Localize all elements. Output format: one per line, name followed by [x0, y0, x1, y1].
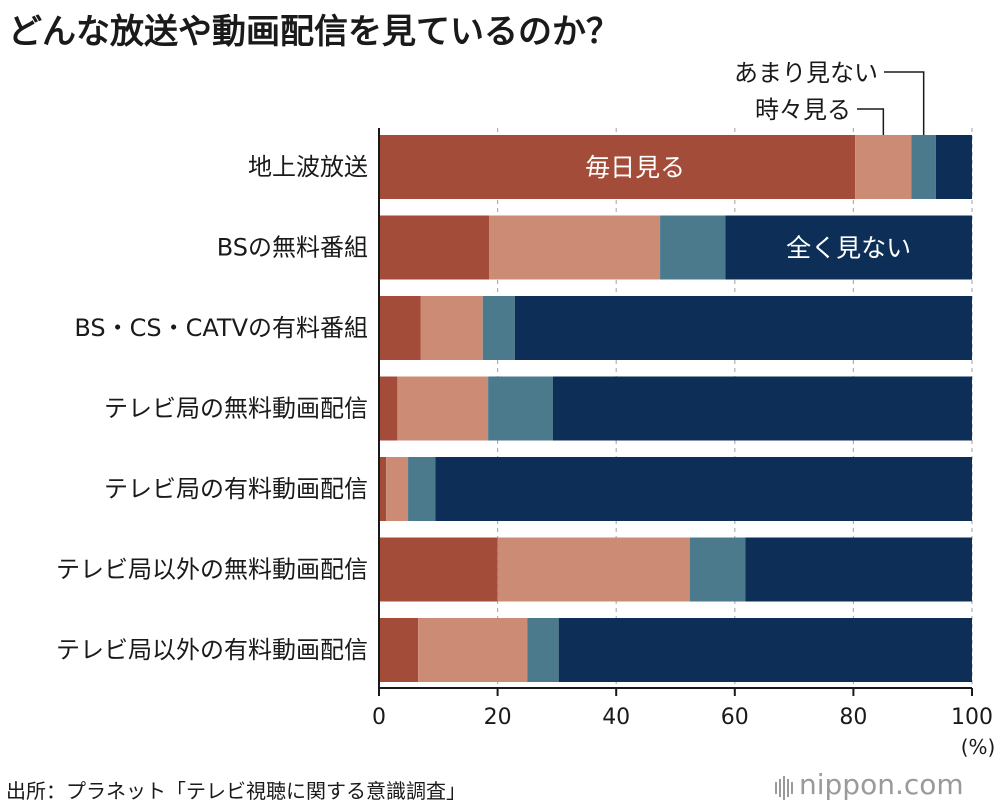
callout-label-rarely: あまり見ない	[734, 59, 878, 87]
callout-line-sometimes	[857, 108, 885, 135]
bar-segment	[489, 215, 661, 280]
inline-label-never: 全く見ない	[786, 234, 911, 263]
category-label: BS・CS・CATVの有料番組	[74, 314, 368, 342]
x-tick-label: 40	[602, 705, 630, 730]
bar-segment	[379, 135, 856, 199]
x-tick-label: 0	[372, 705, 386, 730]
bar-segment	[935, 135, 972, 199]
stacked-bar-chart: 地上波放送BSの無料番組BS・CS・CATVの有料番組テレビ局の無料動画配信テレ…	[56, 59, 996, 759]
bar-segment	[660, 215, 726, 280]
x-tick-label: 80	[839, 705, 867, 730]
nippon-logo: nippon.com	[775, 768, 964, 803]
bar-segment	[497, 537, 690, 602]
bar-segment	[386, 457, 409, 521]
callout-label-sometimes: 時々見る	[755, 96, 851, 124]
bar-segment	[482, 296, 515, 360]
bar-segment	[514, 296, 972, 360]
category-label: BSの無料番組	[217, 234, 368, 262]
bar-segment	[745, 537, 972, 602]
bar-segment	[379, 618, 419, 682]
bar-segment	[488, 376, 553, 441]
bar-segment	[379, 376, 398, 441]
logo-text: nippon.com	[799, 768, 964, 801]
x-tick-label: 60	[721, 705, 749, 730]
category-label: テレビ局の無料動画配信	[104, 395, 368, 423]
bar-segment	[558, 618, 972, 682]
bar-segment	[725, 215, 972, 280]
category-label: テレビ局以外の有料動画配信	[56, 636, 368, 664]
bar-segment	[552, 376, 972, 441]
x-unit-label: (%)	[961, 735, 996, 759]
source-note: 出所：プラネット「テレビ視聴に関する意識調査」	[6, 779, 466, 803]
category-label: 地上波放送	[248, 153, 368, 181]
callout-line-rarely	[884, 71, 925, 135]
bar-segment	[379, 296, 421, 360]
bar-segment	[527, 618, 559, 682]
bar-segment	[689, 537, 746, 602]
x-tick-label: 100	[951, 705, 993, 730]
bar-segment	[420, 296, 483, 360]
bar-segment	[911, 135, 936, 199]
bar-segment	[379, 215, 490, 280]
category-label: テレビ局の有料動画配信	[104, 475, 368, 503]
inline-label-daily: 毎日見る	[585, 153, 685, 182]
bar-segment	[408, 457, 436, 521]
bar-segment	[435, 457, 973, 521]
bar-segment	[397, 376, 489, 441]
bar-segment	[855, 135, 912, 199]
bar-segment	[418, 618, 528, 682]
bar-segment	[379, 457, 387, 521]
x-tick-label: 20	[484, 705, 512, 730]
logo-mark-icon	[775, 770, 795, 803]
chart-title: どんな放送や動画配信を見ているのか？	[8, 12, 620, 52]
bar-segment	[379, 537, 498, 602]
category-label: テレビ局以外の無料動画配信	[56, 556, 368, 584]
